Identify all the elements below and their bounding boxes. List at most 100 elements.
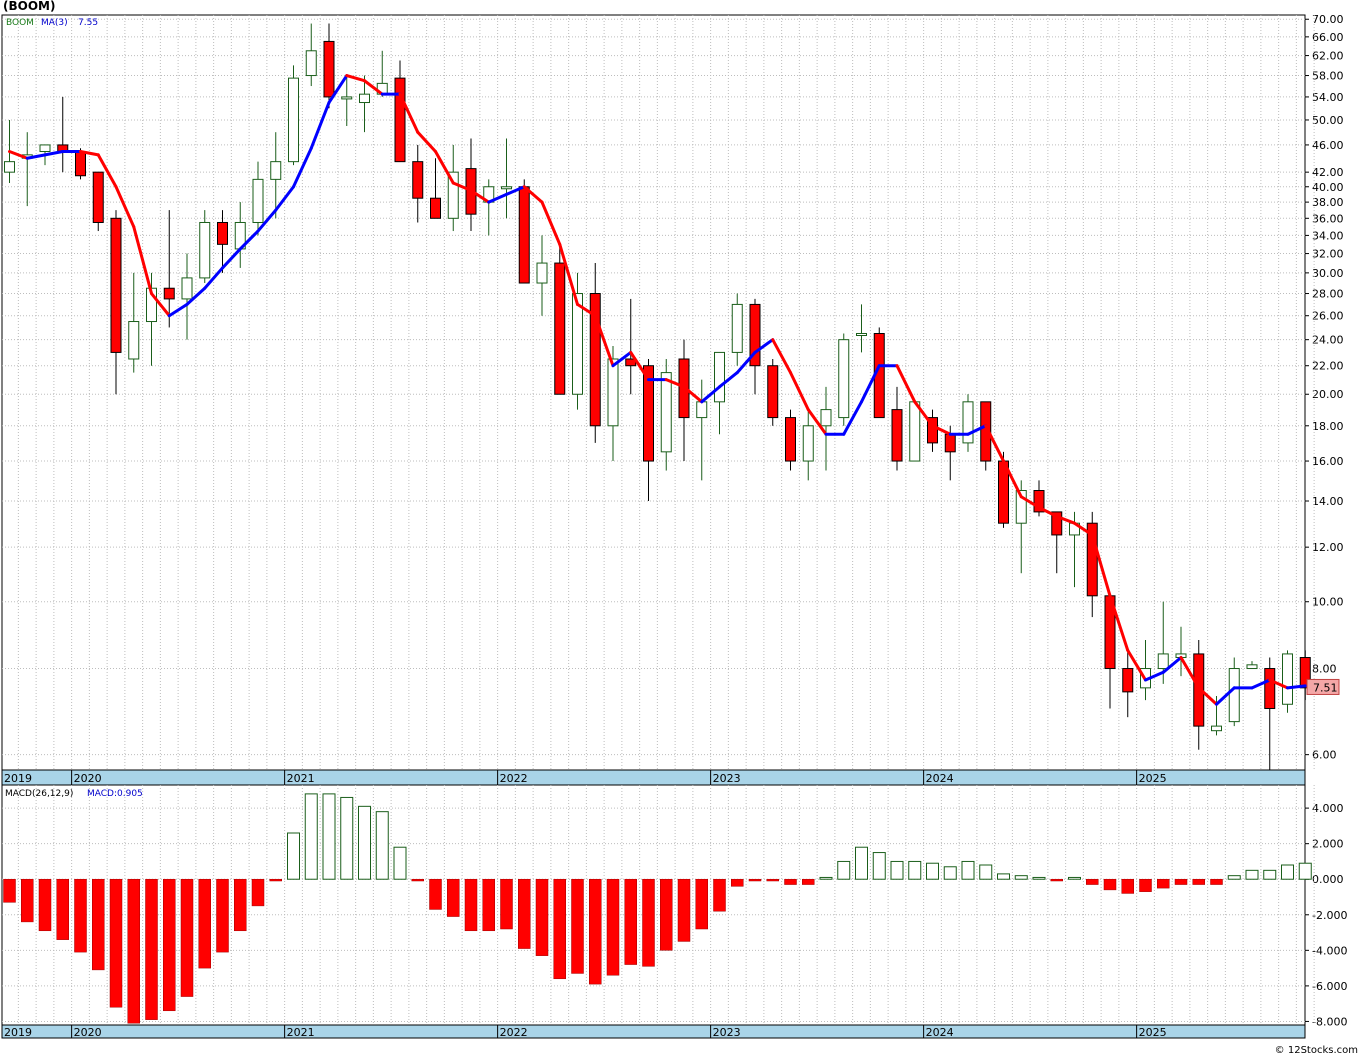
price-tick-label: 54.00: [1312, 91, 1344, 104]
candle-body: [75, 151, 86, 177]
ma3-segment: [345, 74, 366, 83]
candle-body: [110, 217, 122, 353]
price-tick-label: 14.00: [1312, 495, 1344, 508]
candle-body: [1051, 511, 1063, 536]
macd-bar: [535, 878, 549, 956]
candle-body: [501, 186, 512, 190]
candle-body: [1228, 668, 1240, 723]
ma3-segment: [611, 350, 633, 368]
price-tick-label: 12.00: [1312, 541, 1344, 554]
macd-bar: [979, 864, 993, 880]
macd-bar: [731, 878, 744, 887]
ma3-segment: [913, 400, 934, 428]
macd-bar: [1068, 876, 1081, 880]
ma3-segment: [1215, 686, 1236, 706]
price-tick-label: 50.00: [1312, 114, 1344, 127]
macd-bar: [127, 878, 140, 1024]
ma3-segment: [1197, 686, 1218, 706]
candle-body: [891, 409, 903, 462]
price-tick-label: 38.00: [1312, 196, 1344, 209]
year-label: 2023: [713, 772, 741, 785]
candle-body: [980, 401, 992, 462]
macd-bar: [872, 852, 886, 880]
ma3-segment: [895, 364, 917, 404]
macd-bar: [553, 878, 566, 980]
candle-body: [4, 161, 15, 173]
macd-bar: [571, 878, 584, 974]
macd-tick-label: -2.000: [1312, 909, 1347, 922]
macd-bar: [1103, 878, 1117, 891]
macd-bar: [677, 878, 691, 942]
price-tick-label: 36.00: [1312, 212, 1344, 225]
macd-bar: [287, 832, 300, 880]
candle-body: [341, 96, 353, 100]
macd-bar: [304, 793, 318, 880]
macd-legend-label: MACD(26,12,9): [5, 789, 73, 799]
price-tick-label: 18.00: [1312, 420, 1344, 433]
macd-bar: [961, 860, 975, 880]
year-label: 2020: [74, 772, 102, 785]
macd-bar: [1174, 878, 1188, 885]
ma3-segment: [398, 92, 420, 134]
candle-body: [181, 277, 193, 300]
ma3-segment: [540, 200, 562, 246]
ma3-segment: [25, 153, 47, 160]
ma3-segment: [806, 408, 828, 436]
ma3-segment: [1126, 648, 1147, 682]
price-tick-label: 62.00: [1312, 50, 1344, 63]
macd-bar: [784, 878, 797, 885]
ma3-segment: [238, 229, 260, 251]
ma3-segment: [1144, 670, 1165, 682]
year-label: 2022: [500, 1026, 528, 1039]
macd-bar: [943, 866, 957, 880]
ma3-segment: [416, 130, 437, 154]
ma3-segment: [771, 338, 792, 375]
macd-bar: [145, 878, 158, 1020]
macd-bar: [269, 878, 282, 882]
candle-body: [962, 401, 974, 444]
ma3-segment: [505, 185, 526, 196]
macd-bar: [393, 846, 407, 880]
ma3-segment: [327, 74, 349, 105]
candle-body: [1246, 664, 1258, 670]
ma3-segment: [718, 371, 739, 389]
macd-bar: [340, 796, 354, 880]
ma3-segment: [1019, 495, 1041, 509]
candle-body: [1211, 725, 1222, 732]
ma3-segment: [434, 150, 455, 185]
price-tick-label: 10.00: [1312, 596, 1344, 609]
candle-body: [288, 77, 299, 163]
candle-body: [1282, 653, 1293, 705]
macd-tick-label: 4.000: [1312, 802, 1344, 815]
ma3-segment: [860, 364, 881, 404]
macd-bar: [997, 873, 1010, 880]
ma3-segment: [558, 242, 579, 306]
macd-bar: [926, 862, 939, 880]
candle-body: [199, 221, 211, 279]
candle-body: [217, 221, 228, 245]
macd-bar: [3, 878, 16, 903]
ma3-segment: [1037, 505, 1059, 518]
macd-tick-label: 2.000: [1312, 838, 1344, 851]
macd-bar: [589, 878, 602, 985]
candle-body: [607, 358, 619, 427]
macd-bar: [92, 878, 105, 971]
macd-bar: [411, 878, 424, 882]
candle-body: [1033, 490, 1045, 513]
ma3-segment: [753, 338, 775, 354]
candle-body: [643, 365, 654, 462]
candle-body: [163, 287, 175, 300]
year-label: 2024: [926, 772, 954, 785]
macd-bar: [216, 878, 229, 953]
candle-body: [1264, 668, 1276, 710]
macd-bar: [1139, 878, 1152, 892]
candle-body: [394, 77, 406, 163]
ma3-segment: [256, 208, 278, 233]
ma3-segment: [576, 302, 597, 318]
candle-body: [927, 417, 938, 444]
year-label: 2025: [1139, 1026, 1167, 1039]
candle-body: [820, 409, 832, 427]
macd-bar: [180, 878, 194, 997]
ma3-segment: [221, 247, 242, 270]
